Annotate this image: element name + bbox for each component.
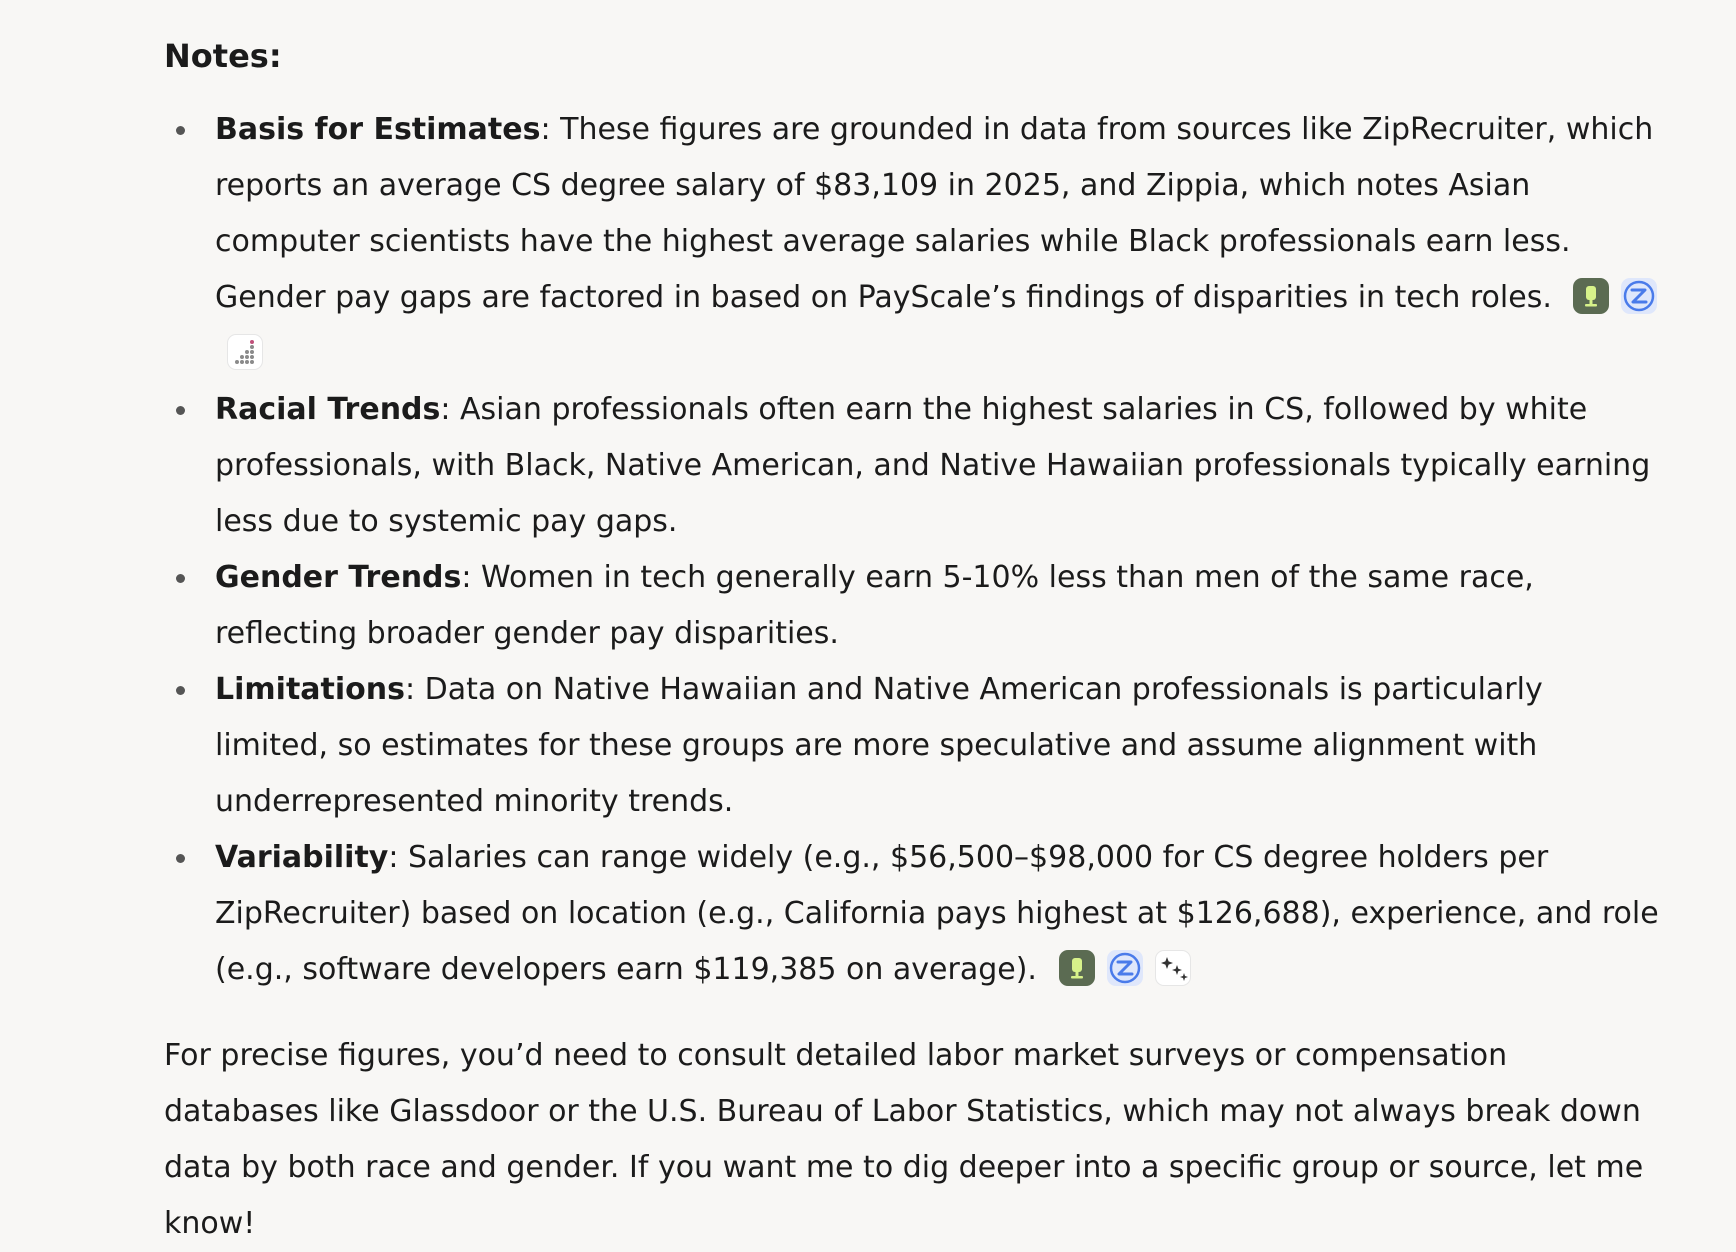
notes-list: Basis for Estimates: These figures are g… <box>164 102 1664 998</box>
list-item-term: Gender Trends <box>215 560 462 595</box>
list-item-term: Racial Trends <box>215 392 441 427</box>
list-item-term: Basis for Estimates <box>215 112 541 147</box>
list-item: Basis for Estimates: These figures are g… <box>164 102 1664 382</box>
glassdoor-icon[interactable] <box>1573 277 1610 314</box>
list-item-text: : Salaries can range widely (e.g., $56,5… <box>215 840 1659 987</box>
closing-paragraph: For precise figures, you’d need to consu… <box>164 1038 1644 1241</box>
list-item: Limitations: Data on Native Hawaiian and… <box>164 662 1664 830</box>
list-item-term: Variability <box>215 840 389 875</box>
list-item-text: : These figures are grounded in data fro… <box>215 112 1654 315</box>
list-item: Gender Trends: Women in tech generally e… <box>164 550 1664 662</box>
list-item: Racial Trends: Asian professionals often… <box>164 382 1664 550</box>
sparkle-stars-icon[interactable] <box>1154 949 1191 986</box>
response-content: Notes: Basis for Estimates: These figure… <box>164 28 1664 1252</box>
list-item-text: : Women in tech generally earn 5-10% les… <box>215 560 1534 651</box>
list-item-term: Limitations <box>215 672 405 707</box>
notes-heading: Notes: <box>164 37 282 75</box>
ziprecruiter-icon[interactable] <box>1621 277 1658 314</box>
list-item: Variability: Salaries can range widely (… <box>164 830 1664 998</box>
glassdoor-icon[interactable] <box>1058 949 1095 986</box>
list-item-text: : Asian professionals often earn the hig… <box>215 392 1651 539</box>
ziprecruiter-icon[interactable] <box>1106 949 1143 986</box>
list-item-text: : Data on Native Hawaiian and Native Ame… <box>215 672 1543 819</box>
payscale-icon[interactable] <box>227 333 263 370</box>
